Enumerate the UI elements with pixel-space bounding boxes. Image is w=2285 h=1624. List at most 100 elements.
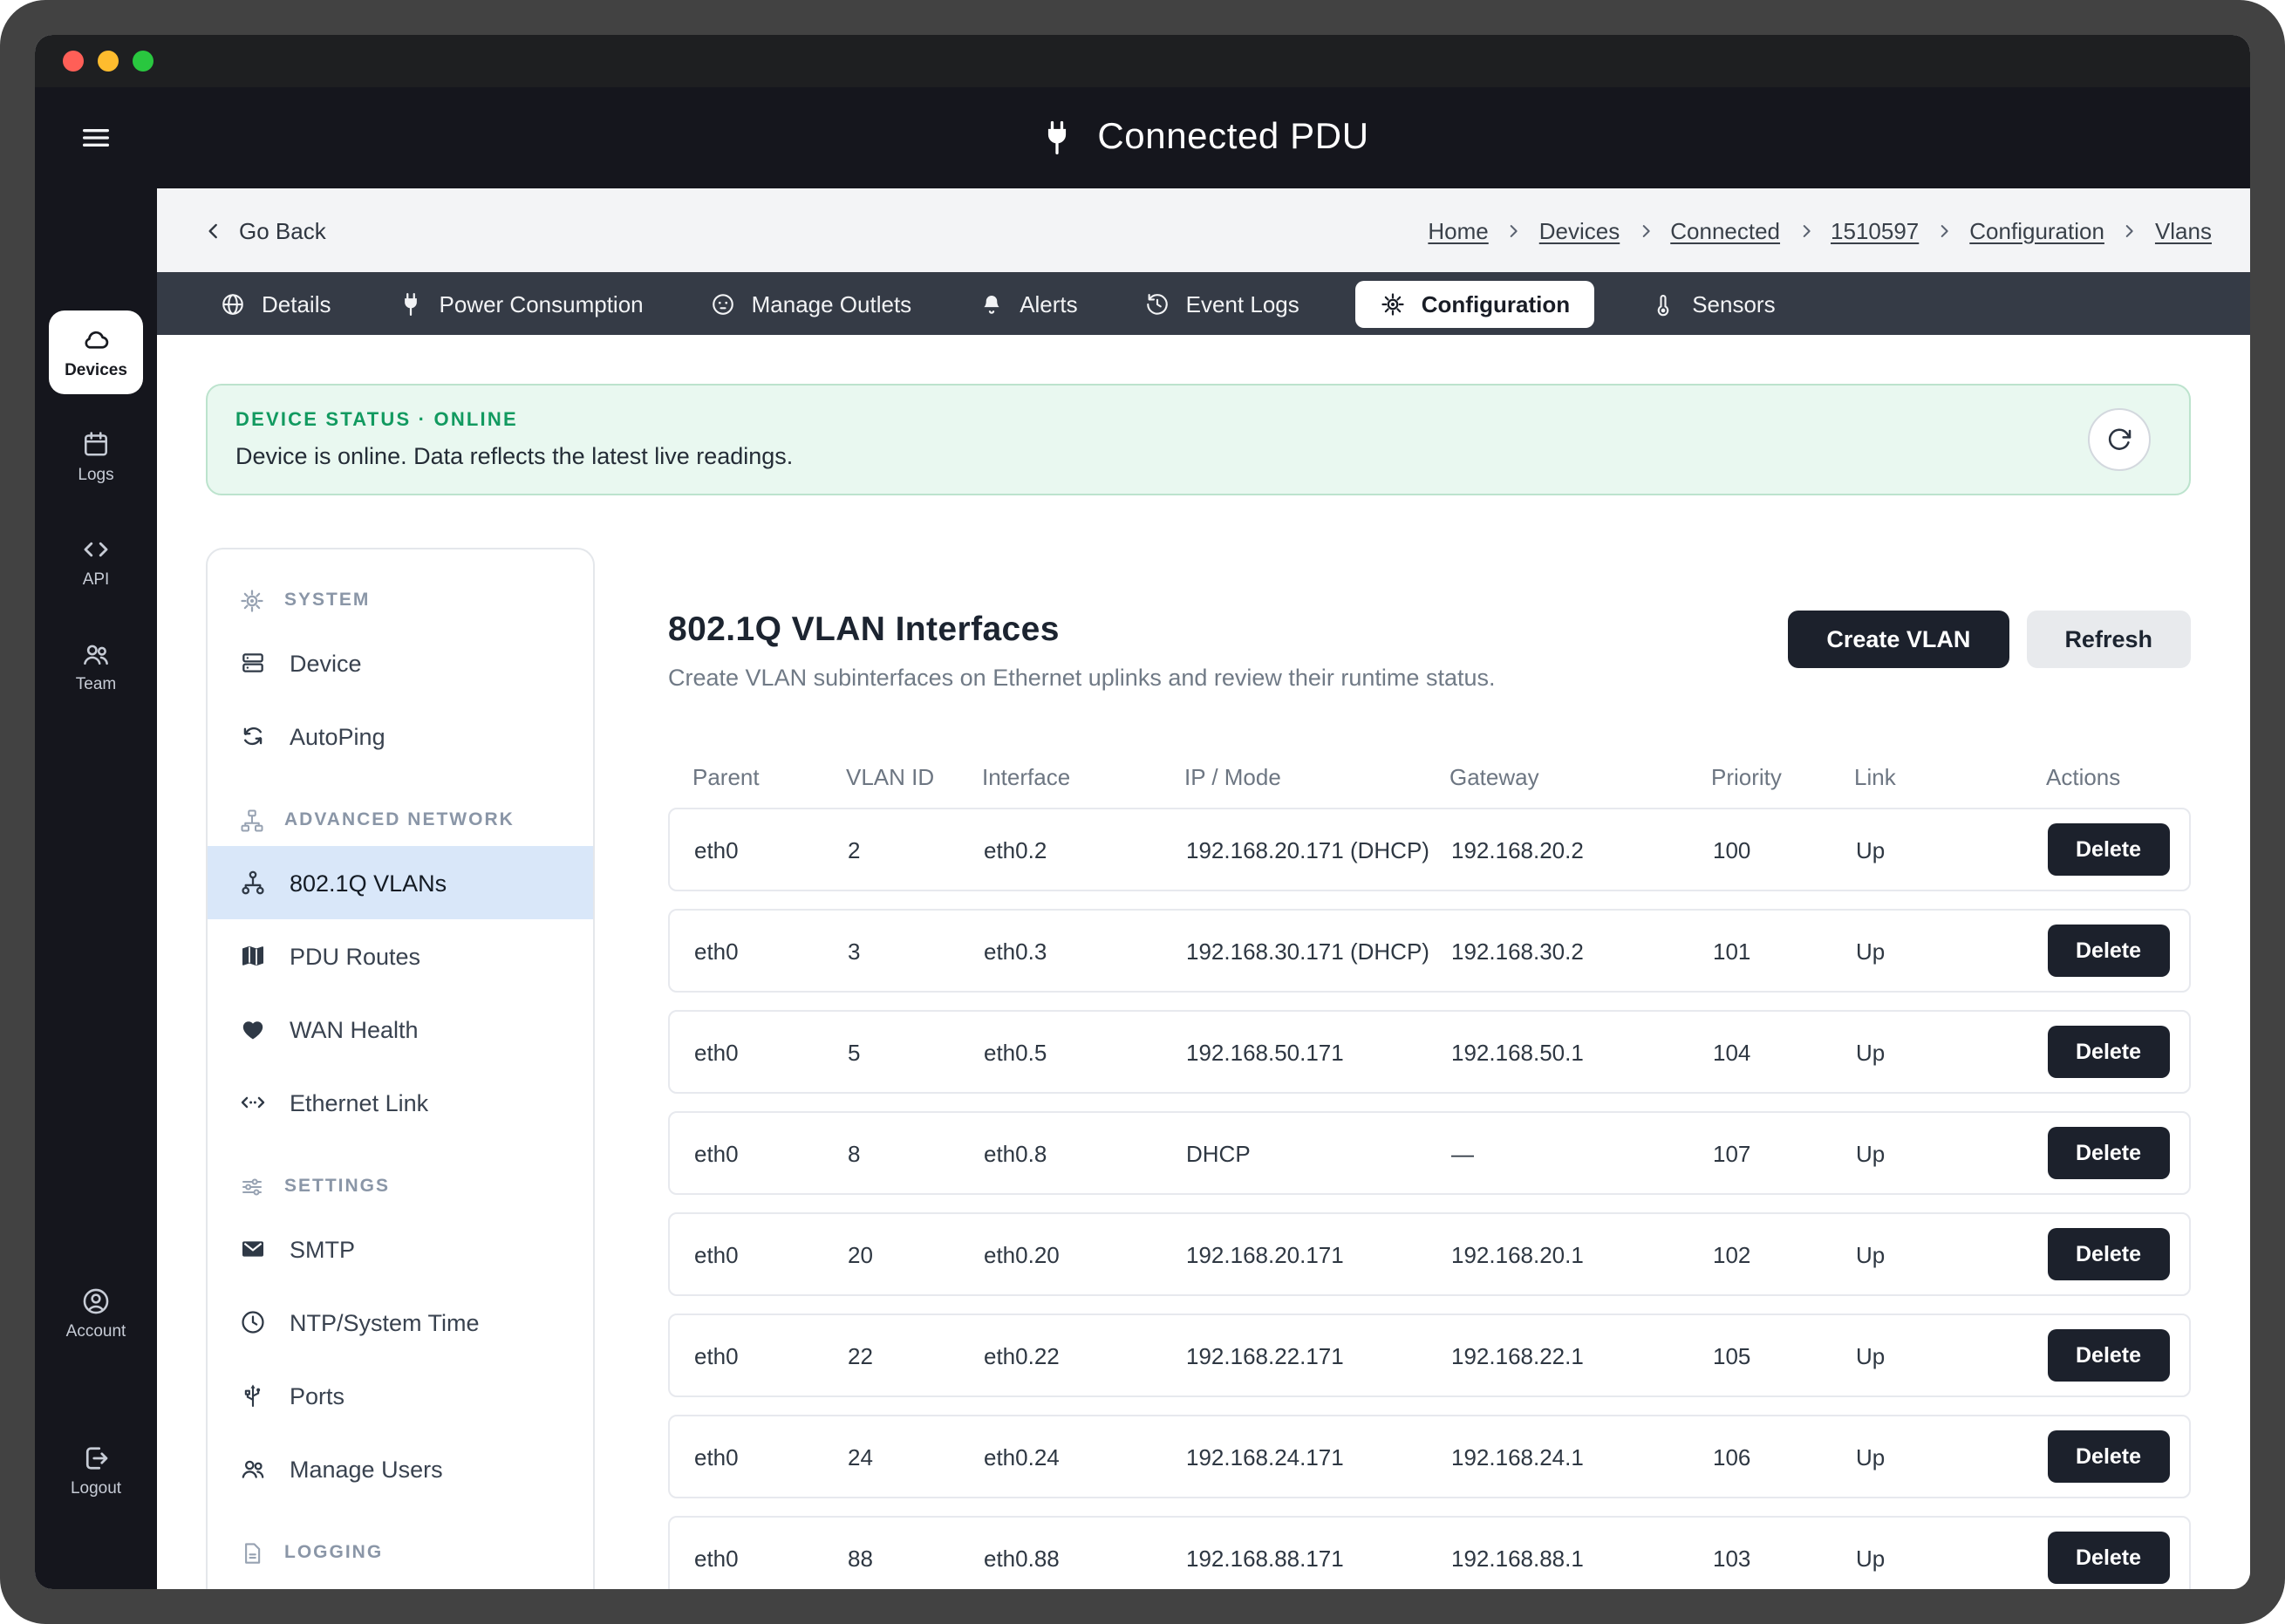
delete-vlan-button[interactable]: Delete — [2048, 1430, 2170, 1483]
breadcrumb-link-devices[interactable]: Devices — [1538, 217, 1620, 243]
delete-vlan-button[interactable]: Delete — [2048, 1228, 2170, 1280]
thermometer-icon — [1650, 290, 1676, 317]
cell-link: Up — [1856, 836, 1886, 863]
cell-parent: eth0 — [694, 1545, 739, 1571]
sidebar-item-api[interactable]: API — [49, 520, 143, 604]
table-row: eth0 24 eth0.24 192.168.24.171 192.168.2… — [668, 1415, 2191, 1498]
cell-vlan-id: 22 — [848, 1342, 873, 1368]
cell-interface: eth0.22 — [984, 1342, 1060, 1368]
delete-vlan-button[interactable]: Delete — [2048, 1026, 2170, 1078]
logs-icon — [80, 429, 112, 461]
nav-item-label: Device — [290, 650, 362, 676]
sidebar-item-label: Account — [65, 1322, 126, 1341]
section-label: ADVANCED NETWORK — [284, 809, 515, 830]
cell-interface: eth0.8 — [984, 1140, 1047, 1166]
device-status-title: DEVICE STATUS · ONLINE — [235, 410, 518, 431]
config-nav-item-wan-health[interactable]: WAN Health — [208, 993, 593, 1066]
table-row: eth0 3 eth0.3 192.168.30.171 (DHCP) 192.… — [668, 909, 2191, 993]
refresh-button[interactable]: Refresh — [2026, 611, 2191, 668]
tab-configuration[interactable]: Configuration — [1354, 280, 1595, 327]
breadcrumb-link-device-id[interactable]: 1510597 — [1831, 217, 1920, 243]
sidebar-item-team[interactable]: Team — [49, 624, 143, 708]
bell-icon — [978, 290, 1004, 317]
breadcrumb-link-home[interactable]: Home — [1428, 217, 1489, 243]
heart-icon — [239, 1015, 267, 1043]
config-nav-item-ntp[interactable]: NTP/System Time — [208, 1286, 593, 1359]
status-refresh-button[interactable] — [2088, 408, 2151, 471]
section-label: SETTINGS — [284, 1176, 391, 1197]
go-back-button[interactable]: Go Back — [192, 215, 337, 245]
delete-vlan-button[interactable]: Delete — [2048, 823, 2170, 876]
network-icon — [239, 807, 265, 833]
cell-priority: 102 — [1713, 1241, 1751, 1267]
breadcrumb-link-connected[interactable]: Connected — [1670, 217, 1781, 243]
tab-power-consumption[interactable]: Power Consumption — [387, 289, 654, 318]
cell-parent: eth0 — [694, 1241, 739, 1267]
config-nav-item-ports[interactable]: Ports — [208, 1359, 593, 1432]
team-icon — [80, 638, 112, 670]
outlet-icon — [710, 290, 736, 317]
column-header-ip-mode: IP / Mode — [1184, 764, 1281, 790]
config-nav-item-device[interactable]: Device — [208, 626, 593, 699]
sidebar-item-logout[interactable]: Logout — [49, 1429, 143, 1512]
document-icon — [239, 1539, 265, 1566]
nav-item-label: Manage Users — [290, 1456, 443, 1482]
cell-vlan-id: 24 — [848, 1443, 873, 1470]
table-header: Parent VLAN ID Interface IP / Mode Gatew… — [668, 764, 2191, 790]
sidebar-item-logs[interactable]: Logs — [49, 415, 143, 499]
nav-item-label: 802.1Q VLANs — [290, 870, 447, 896]
tab-label: Manage Outlets — [751, 290, 912, 317]
cell-gateway: — — [1451, 1140, 1474, 1166]
cell-gateway: 192.168.30.2 — [1451, 938, 1584, 964]
cell-link: Up — [1856, 1140, 1886, 1166]
config-nav-item-smtp[interactable]: SMTP — [208, 1212, 593, 1286]
config-nav-item-manage-users[interactable]: Manage Users — [208, 1432, 593, 1505]
cell-vlan-id: 3 — [848, 938, 861, 964]
tab-sensors[interactable]: Sensors — [1640, 289, 1785, 318]
cell-interface: eth0.20 — [984, 1241, 1060, 1267]
history-icon — [1144, 290, 1170, 317]
menu-button[interactable] — [35, 119, 157, 157]
sidebar-item-label: Devices — [65, 361, 127, 380]
config-nav-item-pdu-routes[interactable]: PDU Routes — [208, 919, 593, 993]
delete-vlan-button[interactable]: Delete — [2048, 925, 2170, 977]
cell-gateway: 192.168.24.1 — [1451, 1443, 1584, 1470]
config-nav: SYSTEM Device AutoPing — [206, 548, 595, 1589]
delete-vlan-button[interactable]: Delete — [2048, 1329, 2170, 1382]
create-vlan-button[interactable]: Create VLAN — [1788, 611, 2009, 668]
zoom-window-button[interactable] — [133, 51, 153, 72]
tab-alerts[interactable]: Alerts — [967, 289, 1088, 318]
delete-vlan-button[interactable]: Delete — [2048, 1127, 2170, 1179]
close-window-button[interactable] — [63, 51, 84, 72]
cell-ip-mode: 192.168.22.171 — [1186, 1342, 1344, 1368]
breadcrumb-link-configuration[interactable]: Configuration — [1969, 217, 2104, 243]
sidebar-item-label: API — [82, 570, 110, 590]
section-label: SYSTEM — [284, 590, 371, 611]
tab-details[interactable]: Details — [209, 289, 342, 318]
delete-vlan-button[interactable]: Delete — [2048, 1532, 2170, 1584]
breadcrumb-link-vlans[interactable]: Vlans — [2154, 217, 2212, 243]
cell-vlan-id: 20 — [848, 1241, 873, 1267]
tab-manage-outlets[interactable]: Manage Outlets — [699, 289, 923, 318]
config-nav-item-ethernet-link[interactable]: Ethernet Link — [208, 1066, 593, 1139]
tab-event-logs[interactable]: Event Logs — [1134, 289, 1310, 318]
sidebar-item-devices[interactable]: Devices — [49, 310, 143, 394]
minimize-window-button[interactable] — [98, 51, 119, 72]
cell-gateway: 192.168.20.1 — [1451, 1241, 1584, 1267]
column-header-actions: Actions — [2046, 764, 2121, 790]
cell-interface: eth0.3 — [984, 938, 1047, 964]
config-nav-item-autoping[interactable]: AutoPing — [208, 699, 593, 773]
nav-item-label: PDU Routes — [290, 943, 421, 969]
chevron-right-icon — [1934, 221, 1954, 240]
cell-ip-mode: 192.168.88.171 — [1186, 1545, 1344, 1571]
table-row: eth0 5 eth0.5 192.168.50.171 192.168.50.… — [668, 1010, 2191, 1094]
column-header-interface: Interface — [982, 764, 1071, 790]
sidebar-item-account[interactable]: Account — [49, 1272, 143, 1355]
cell-vlan-id: 5 — [848, 1039, 861, 1065]
tab-label: Alerts — [1020, 290, 1078, 317]
usb-icon — [239, 1382, 267, 1409]
sliders-icon — [239, 1173, 265, 1199]
column-header-vlan-id: VLAN ID — [846, 764, 935, 790]
config-nav-item-vlans[interactable]: 802.1Q VLANs — [208, 846, 593, 919]
